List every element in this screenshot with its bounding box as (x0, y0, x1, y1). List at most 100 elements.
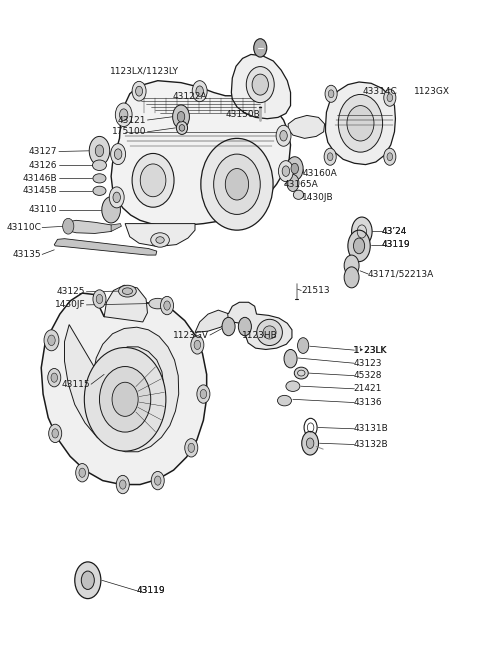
Circle shape (200, 390, 207, 399)
Circle shape (109, 187, 124, 208)
Ellipse shape (156, 237, 164, 243)
Circle shape (222, 317, 235, 336)
Circle shape (284, 350, 297, 368)
Circle shape (111, 144, 126, 165)
Text: 21513: 21513 (301, 286, 330, 295)
Ellipse shape (99, 367, 151, 432)
Polygon shape (54, 238, 157, 255)
Circle shape (324, 148, 336, 166)
Circle shape (387, 94, 393, 102)
Circle shape (197, 385, 210, 403)
Circle shape (348, 230, 370, 261)
Ellipse shape (338, 95, 383, 152)
Circle shape (239, 317, 252, 336)
Circle shape (52, 429, 59, 438)
Ellipse shape (140, 164, 166, 196)
Ellipse shape (84, 348, 166, 451)
Circle shape (177, 112, 185, 122)
Text: 43127: 43127 (29, 147, 58, 156)
Text: 1430JB: 1430JB (302, 193, 334, 202)
Text: 1123HB: 1123HB (241, 330, 277, 340)
Text: 43121: 43121 (118, 116, 146, 125)
Circle shape (115, 103, 132, 127)
Circle shape (196, 86, 204, 97)
Text: 43165A: 43165A (284, 180, 318, 189)
Text: 43119: 43119 (137, 586, 166, 595)
Ellipse shape (347, 106, 374, 141)
Circle shape (192, 81, 207, 102)
Ellipse shape (277, 396, 291, 406)
Ellipse shape (252, 74, 268, 95)
Ellipse shape (286, 381, 300, 392)
Circle shape (151, 472, 164, 489)
Text: 43160A: 43160A (302, 169, 337, 177)
Ellipse shape (263, 326, 276, 339)
Ellipse shape (93, 173, 106, 183)
Circle shape (113, 192, 120, 202)
Circle shape (344, 255, 359, 276)
Circle shape (353, 238, 365, 254)
Circle shape (95, 145, 104, 157)
Polygon shape (325, 82, 396, 165)
Ellipse shape (293, 190, 304, 199)
Text: 43126: 43126 (29, 161, 58, 170)
Text: 43’24: 43’24 (382, 227, 407, 236)
Circle shape (298, 338, 309, 353)
Text: 43146B: 43146B (23, 174, 58, 183)
Circle shape (384, 89, 396, 106)
Circle shape (387, 153, 393, 161)
Polygon shape (67, 220, 113, 233)
Ellipse shape (93, 160, 107, 171)
Text: 43131B: 43131B (353, 424, 388, 434)
Ellipse shape (214, 154, 260, 214)
Polygon shape (64, 325, 179, 452)
Circle shape (132, 81, 146, 101)
Text: 21421: 21421 (353, 384, 382, 394)
Polygon shape (195, 310, 228, 332)
Circle shape (102, 196, 120, 223)
Circle shape (327, 153, 333, 161)
Text: 43110: 43110 (29, 206, 58, 214)
Circle shape (116, 476, 129, 493)
Ellipse shape (112, 382, 138, 417)
Text: 1123GV: 1123GV (173, 330, 209, 340)
Circle shape (48, 369, 61, 387)
Text: 43314C: 43314C (363, 87, 397, 96)
Circle shape (79, 468, 85, 478)
Text: 1123LX/1123LY: 1123LX/1123LY (110, 66, 179, 76)
Circle shape (306, 438, 314, 449)
Text: 43122A: 43122A (172, 92, 207, 101)
Circle shape (44, 330, 59, 351)
Circle shape (280, 131, 288, 141)
Circle shape (89, 137, 110, 166)
Circle shape (344, 267, 359, 288)
Polygon shape (223, 302, 292, 350)
Ellipse shape (119, 285, 136, 297)
Polygon shape (231, 55, 290, 119)
Circle shape (63, 218, 74, 234)
Circle shape (164, 301, 170, 310)
Circle shape (287, 174, 299, 191)
Text: 43’24: 43’24 (382, 227, 407, 236)
Text: 43171/52213A: 43171/52213A (368, 269, 434, 279)
Circle shape (352, 217, 372, 246)
Circle shape (191, 336, 204, 354)
Ellipse shape (225, 169, 249, 200)
Circle shape (48, 335, 55, 346)
Circle shape (51, 373, 58, 382)
Text: 1123GX: 1123GX (414, 87, 450, 96)
Polygon shape (104, 285, 147, 322)
Circle shape (48, 424, 62, 443)
Circle shape (276, 125, 291, 147)
Text: 43119: 43119 (382, 240, 410, 249)
Circle shape (188, 443, 194, 453)
Circle shape (160, 296, 174, 315)
Circle shape (120, 109, 128, 121)
Circle shape (302, 432, 319, 455)
Text: 175100: 175100 (111, 127, 146, 136)
Circle shape (282, 166, 289, 176)
Polygon shape (288, 116, 324, 139)
Text: 43132B: 43132B (353, 440, 388, 449)
Circle shape (120, 480, 126, 489)
Circle shape (384, 148, 396, 166)
